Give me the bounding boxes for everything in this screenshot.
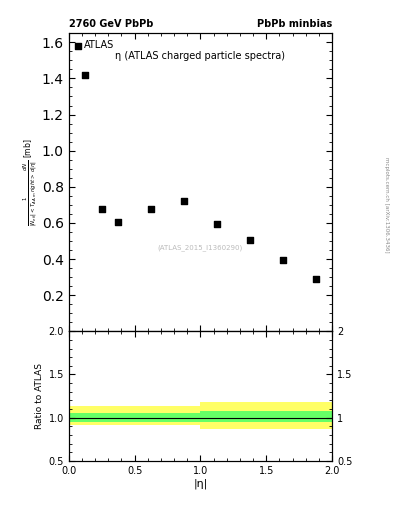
Legend: ATLAS: ATLAS <box>73 38 117 52</box>
ATLAS <box>148 205 154 214</box>
Text: mcplots.cern.ch [arXiv:1306.3436]: mcplots.cern.ch [arXiv:1306.3436] <box>384 157 389 252</box>
Text: PbPb minbias: PbPb minbias <box>257 18 332 29</box>
ATLAS <box>115 218 121 226</box>
ATLAS <box>312 275 319 283</box>
X-axis label: |η|: |η| <box>193 478 208 489</box>
ATLAS <box>181 197 187 205</box>
Y-axis label: Ratio to ATLAS: Ratio to ATLAS <box>35 363 44 429</box>
Y-axis label: $\frac{1}{|N_{eff}|<T_{AA,m}\,right>}\frac{dN}{d|\eta|}$ [mb]: $\frac{1}{|N_{eff}|<T_{AA,m}\,right>}\fr… <box>21 138 39 226</box>
ATLAS <box>82 71 88 79</box>
ATLAS <box>279 256 286 264</box>
ATLAS <box>214 220 220 228</box>
Text: (ATLAS_2015_I1360290): (ATLAS_2015_I1360290) <box>158 244 243 251</box>
ATLAS <box>247 236 253 244</box>
ATLAS <box>99 205 105 214</box>
Text: 2760 GeV PbPb: 2760 GeV PbPb <box>69 18 153 29</box>
Text: η (ATLAS charged particle spectra): η (ATLAS charged particle spectra) <box>116 51 285 61</box>
